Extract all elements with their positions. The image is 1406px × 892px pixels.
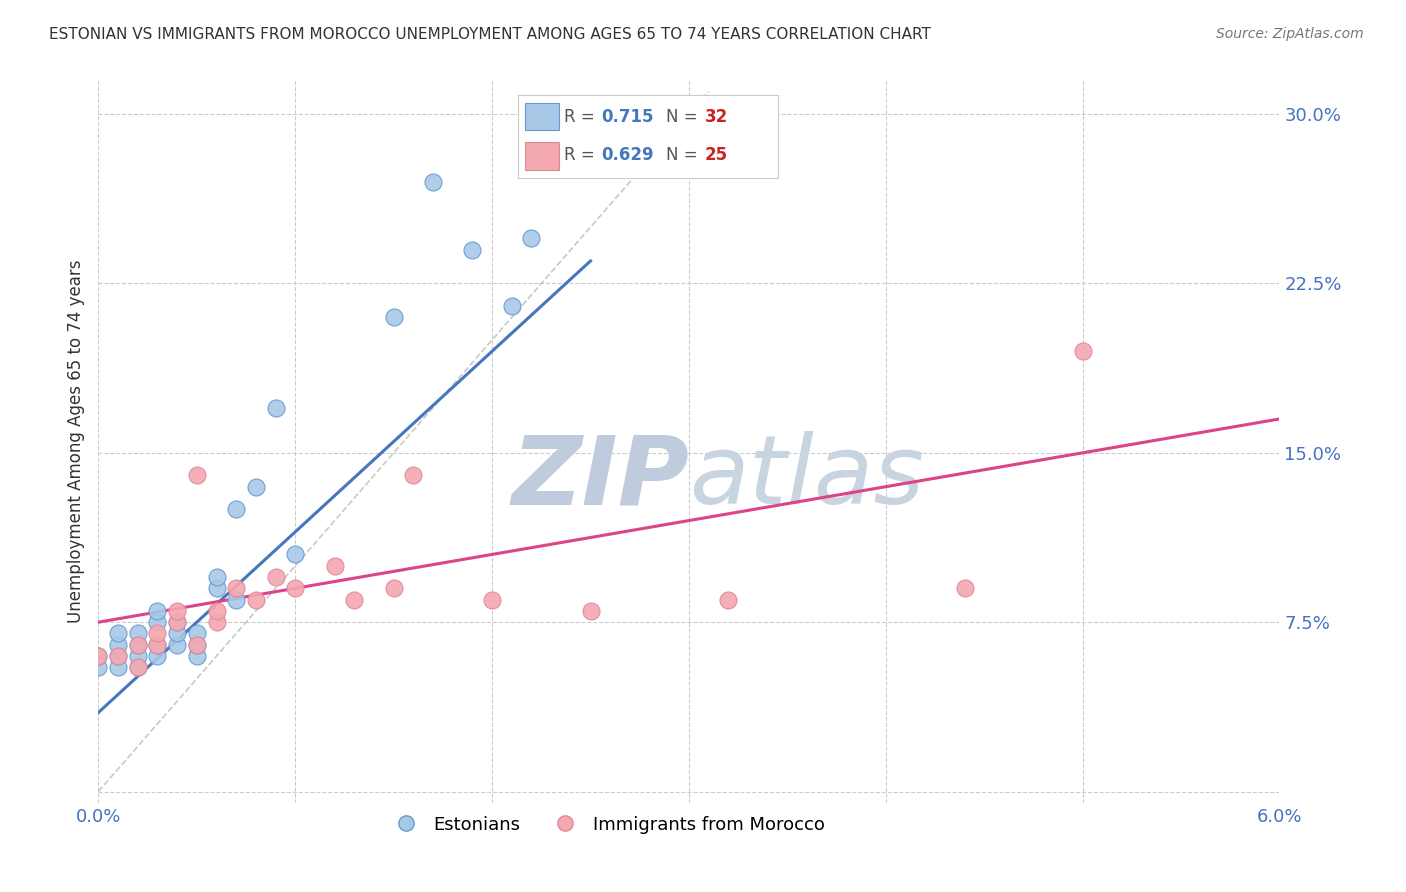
Point	[205, 604, 228, 618]
Point	[127, 660, 149, 674]
Point	[186, 638, 208, 652]
Text: Source: ZipAtlas.com: Source: ZipAtlas.com	[1216, 27, 1364, 41]
Point	[186, 468, 208, 483]
Point	[107, 626, 129, 640]
Legend: Estonians, Immigrants from Morocco: Estonians, Immigrants from Morocco	[381, 808, 831, 841]
Point	[245, 592, 267, 607]
Point	[146, 626, 169, 640]
Text: atlas: atlas	[689, 431, 924, 524]
Point	[186, 626, 208, 640]
Text: ZIP: ZIP	[510, 431, 689, 524]
Point	[146, 615, 169, 630]
Point	[205, 582, 228, 596]
Point	[127, 648, 149, 663]
Point	[343, 592, 366, 607]
Point	[146, 638, 169, 652]
Point	[107, 638, 129, 652]
Point	[87, 648, 110, 663]
Point	[284, 548, 307, 562]
Point	[520, 231, 543, 245]
Point	[166, 638, 188, 652]
Point	[87, 660, 110, 674]
Point	[953, 582, 976, 596]
Point	[264, 401, 287, 415]
Point	[225, 502, 247, 516]
Point	[107, 648, 129, 663]
Point	[205, 570, 228, 584]
Point	[579, 604, 602, 618]
Point	[107, 660, 129, 674]
Point	[481, 592, 503, 607]
Point	[225, 582, 247, 596]
Point	[225, 592, 247, 607]
Point	[127, 626, 149, 640]
Point	[717, 592, 740, 607]
Point	[186, 638, 208, 652]
Point	[284, 582, 307, 596]
Point	[127, 638, 149, 652]
Point	[323, 558, 346, 573]
Y-axis label: Unemployment Among Ages 65 to 74 years: Unemployment Among Ages 65 to 74 years	[66, 260, 84, 624]
Point	[501, 299, 523, 313]
Point	[107, 648, 129, 663]
Point	[186, 648, 208, 663]
Point	[87, 648, 110, 663]
Point	[205, 615, 228, 630]
Point	[1071, 344, 1094, 359]
Point	[245, 480, 267, 494]
Point	[146, 648, 169, 663]
Point	[166, 626, 188, 640]
Point	[422, 175, 444, 189]
Point	[264, 570, 287, 584]
Point	[166, 604, 188, 618]
Point	[146, 638, 169, 652]
Text: ESTONIAN VS IMMIGRANTS FROM MOROCCO UNEMPLOYMENT AMONG AGES 65 TO 74 YEARS CORRE: ESTONIAN VS IMMIGRANTS FROM MOROCCO UNEM…	[49, 27, 931, 42]
Point	[461, 243, 484, 257]
Point	[146, 604, 169, 618]
Point	[127, 638, 149, 652]
Point	[382, 310, 405, 325]
Point	[166, 615, 188, 630]
Point	[127, 660, 149, 674]
Point	[166, 615, 188, 630]
Point	[402, 468, 425, 483]
Point	[382, 582, 405, 596]
